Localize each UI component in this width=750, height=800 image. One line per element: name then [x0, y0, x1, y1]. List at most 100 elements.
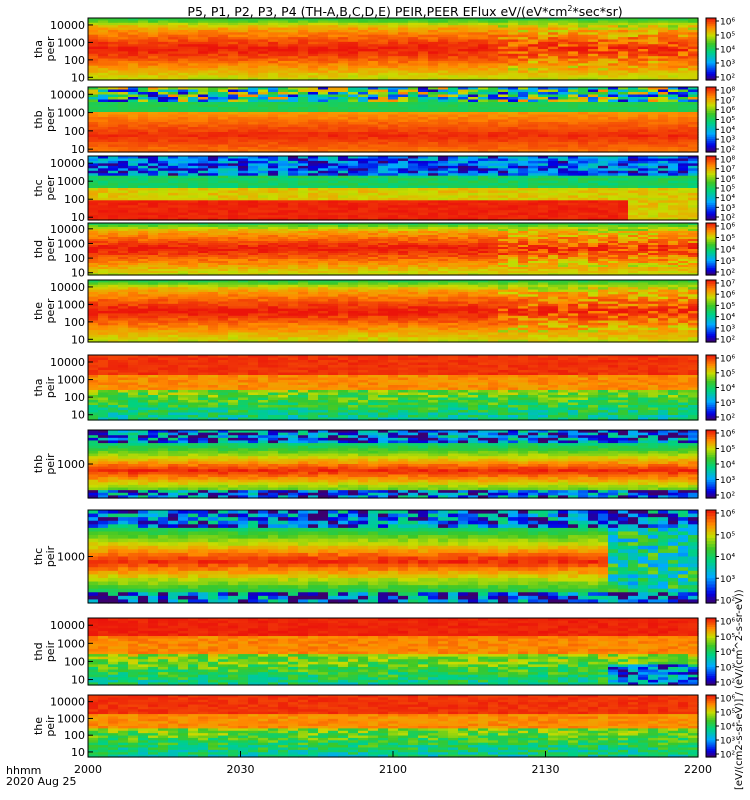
heatmap-cell — [558, 65, 569, 69]
heatmap-cell — [438, 29, 449, 33]
heatmap-cell — [648, 158, 659, 162]
heatmap-cell — [188, 147, 199, 151]
heatmap-cell — [88, 92, 99, 96]
heatmap-cell — [458, 46, 469, 50]
heatmap-cell — [478, 205, 489, 209]
heatmap-cell — [498, 205, 509, 209]
heatmap-cell — [508, 46, 519, 50]
heatmap-cell — [468, 29, 479, 33]
heatmap-cell — [238, 49, 249, 52]
heatmap-cell — [538, 134, 549, 138]
heatmap-cell — [468, 205, 479, 209]
heatmap-cell — [308, 127, 319, 131]
heatmap-cell — [508, 60, 519, 64]
colorbar-tick-label: 10⁸ — [720, 87, 735, 97]
heatmap-cell — [178, 183, 189, 187]
heatmap-cell — [648, 197, 659, 201]
heatmap-cell — [248, 202, 259, 206]
heatmap-cell — [268, 92, 279, 96]
heatmap-cell — [418, 175, 429, 179]
heatmap-cell — [158, 72, 169, 76]
heatmap-cell — [588, 139, 599, 143]
heatmap-cell — [168, 192, 179, 196]
heatmap-cell — [548, 202, 559, 206]
heatmap-cell — [458, 132, 469, 136]
heatmap-cell — [278, 180, 289, 184]
heatmap-cell — [528, 46, 539, 50]
heatmap-cell — [558, 39, 569, 43]
heatmap-cell — [428, 185, 439, 189]
heatmap-cell — [118, 175, 129, 179]
heatmap-cell — [678, 163, 689, 167]
heatmap-cell — [358, 63, 369, 67]
heatmap-cell — [128, 27, 139, 31]
heatmap-cell — [98, 18, 109, 21]
heatmap-cell — [578, 165, 589, 169]
heatmap-cell — [388, 51, 399, 55]
heatmap-cell — [548, 197, 559, 201]
heatmap-cell — [248, 197, 259, 201]
heatmap-cell — [498, 119, 509, 123]
heatmap-cell — [518, 178, 529, 182]
heatmap-cell — [148, 87, 159, 91]
heatmap-cell — [338, 178, 349, 182]
heatmap-cell — [448, 70, 459, 74]
heatmap-cell — [298, 25, 309, 29]
heatmap-cell — [248, 99, 259, 103]
heatmap-cell — [248, 22, 259, 26]
heatmap-cell — [628, 41, 639, 45]
heatmap-cell — [268, 77, 279, 81]
heatmap-cell — [308, 92, 319, 96]
heatmap-cell — [128, 72, 139, 76]
heatmap-cell — [688, 99, 699, 103]
heatmap-cell — [568, 202, 579, 206]
heatmap-cell — [278, 65, 289, 69]
heatmap-cell — [648, 41, 659, 45]
heatmap-cell — [568, 124, 579, 128]
heatmap-cell — [218, 158, 229, 162]
heatmap-cell — [138, 144, 149, 148]
heatmap-cell — [328, 46, 339, 50]
heatmap-cell — [108, 160, 119, 164]
heatmap-cell — [348, 215, 359, 219]
heatmap-cell — [468, 39, 479, 43]
heatmap-cell — [338, 119, 349, 123]
heatmap-cell — [308, 104, 319, 108]
heatmap-cell — [478, 217, 489, 221]
heatmap-cell — [558, 70, 569, 74]
heatmap-cell — [608, 92, 619, 96]
heatmap-cell — [98, 217, 109, 221]
heatmap-cell — [378, 168, 389, 172]
heatmap-cell — [348, 202, 359, 206]
heatmap-cell — [458, 104, 469, 108]
heatmap-cell — [508, 195, 519, 199]
heatmap-cell — [338, 39, 349, 43]
heatmap-cell — [408, 149, 419, 153]
heatmap-cell — [528, 147, 539, 151]
heatmap-cell — [628, 156, 639, 160]
heatmap-cell — [478, 104, 489, 108]
heatmap-cell — [658, 114, 669, 118]
heatmap-cell — [108, 117, 119, 121]
heatmap-cell — [238, 89, 249, 93]
heatmap-cell — [288, 134, 299, 138]
heatmap-cell — [648, 129, 659, 133]
heatmap-cell — [458, 89, 469, 93]
heatmap-cell — [488, 53, 499, 57]
heatmap-cell — [278, 117, 289, 121]
heatmap-cell — [488, 60, 499, 64]
heatmap-cell — [308, 107, 319, 111]
heatmap-cell — [318, 60, 329, 64]
heatmap-cell — [308, 65, 319, 69]
heatmap-cell — [458, 63, 469, 67]
heatmap-cell — [368, 114, 379, 118]
heatmap-cell — [168, 44, 179, 48]
heatmap-cell — [538, 160, 549, 164]
heatmap-cell — [158, 212, 169, 216]
heatmap-cell — [258, 195, 269, 199]
heatmap-cell — [628, 205, 639, 209]
heatmap-cell — [498, 99, 509, 103]
heatmap-cell — [168, 102, 179, 106]
heatmap-cell — [148, 39, 159, 43]
heatmap-cell — [258, 70, 269, 74]
